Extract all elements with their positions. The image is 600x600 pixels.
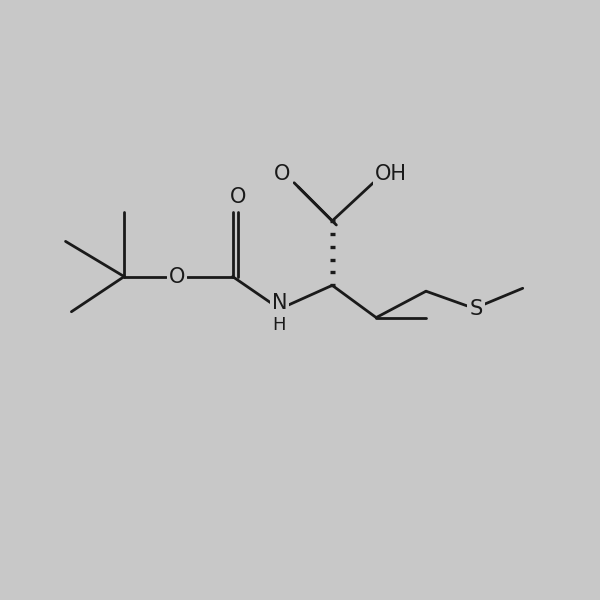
Text: O: O <box>230 187 247 208</box>
Text: N: N <box>272 293 287 313</box>
Text: O: O <box>274 164 290 184</box>
Text: S: S <box>469 299 482 319</box>
Text: O: O <box>169 266 185 287</box>
Text: H: H <box>273 316 286 334</box>
Text: OH: OH <box>375 164 407 184</box>
